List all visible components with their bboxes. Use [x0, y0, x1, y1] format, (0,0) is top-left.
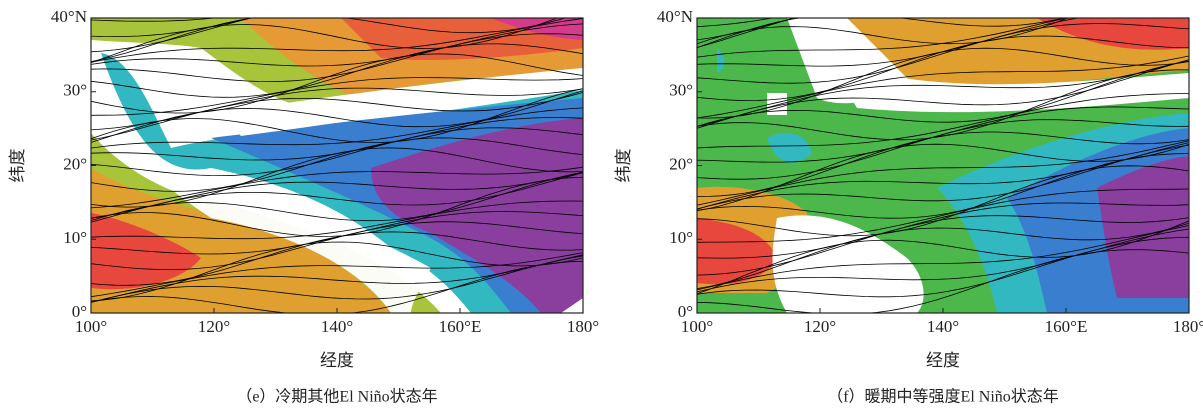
x-tick-label: 140° — [927, 317, 959, 336]
streamline — [91, 18, 253, 38]
x-tick-label: 160°E — [439, 317, 482, 336]
streamline — [697, 18, 1066, 49]
streamline — [697, 35, 1189, 102]
x-tick-label: 160°E — [1045, 317, 1088, 336]
streamline — [91, 77, 583, 116]
streamline — [697, 60, 1189, 128]
streamline — [697, 59, 1189, 127]
streamline — [91, 137, 583, 192]
streamline — [697, 249, 1189, 313]
y-axis-label: 纬度 — [8, 149, 27, 183]
x-tick-label: 180° — [1173, 317, 1203, 336]
x-tick-label: 140° — [321, 317, 353, 336]
y-tick-label: 10° — [63, 228, 87, 247]
x-tick-label: 100° — [681, 317, 713, 336]
streamline — [697, 220, 1189, 295]
y-tick-label: 20° — [63, 154, 87, 173]
streamline — [697, 131, 1189, 198]
y-tick-label: 10° — [669, 228, 693, 247]
y-tick-label: 40°N — [51, 7, 87, 26]
streamline — [91, 92, 583, 141]
streamline — [91, 171, 583, 222]
streamline — [91, 231, 583, 286]
streamline — [91, 252, 583, 298]
streamline — [91, 211, 583, 255]
streamline — [91, 166, 583, 209]
y-tick-label: 30° — [669, 81, 693, 100]
streamline — [697, 23, 1189, 84]
streamline — [91, 23, 583, 67]
streamline — [91, 43, 583, 98]
streamline — [697, 140, 1189, 206]
streamline — [91, 18, 218, 22]
map-panel — [90, 17, 584, 314]
y-tick-label: 0° — [678, 302, 693, 321]
streamline — [697, 47, 1189, 119]
streamline — [697, 222, 1189, 290]
streamline — [697, 93, 1189, 149]
streamline — [91, 200, 583, 240]
streamline — [697, 18, 796, 41]
streamline — [91, 18, 583, 63]
streamline — [91, 221, 583, 270]
y-tick-label: 30° — [63, 81, 87, 100]
x-tick-label: 120° — [198, 317, 230, 336]
x-tick-label: 180° — [567, 317, 599, 336]
streamline — [697, 225, 1189, 291]
streamline — [697, 18, 1069, 45]
streamline — [697, 202, 1189, 259]
x-tick-label: 120° — [804, 317, 836, 336]
x-tick-label: 100° — [75, 317, 107, 336]
streamline — [91, 260, 583, 313]
y-axis-label: 纬度 — [614, 149, 633, 183]
streamline — [697, 153, 1189, 219]
streamline — [91, 107, 583, 149]
streamline — [697, 55, 1189, 119]
y-tick-label: 0° — [72, 302, 87, 321]
streamline — [91, 88, 583, 143]
caption: （f）暖期中等强度El Niño状态年 — [827, 388, 1059, 406]
streamline — [697, 144, 1189, 210]
streamline — [697, 18, 1068, 58]
streamline — [91, 176, 583, 237]
caption: （e）冷期其他El Niño状态年 — [236, 388, 437, 406]
streamline — [91, 33, 583, 83]
streamline — [697, 59, 1189, 129]
streamline — [697, 18, 796, 48]
streamline — [697, 143, 1189, 212]
y-tick-label: 40°N — [657, 7, 693, 26]
x-axis-label: 经度 — [320, 351, 354, 370]
streamline — [697, 142, 1189, 210]
streamline — [91, 255, 583, 304]
streamline — [91, 127, 583, 177]
map-panel — [696, 17, 1190, 314]
streamline — [91, 18, 567, 63]
streamline — [91, 18, 559, 64]
streamline — [697, 188, 1189, 243]
streamline — [697, 119, 1189, 180]
streamline — [697, 215, 1189, 276]
x-axis-label: 经度 — [926, 351, 960, 370]
streamline — [91, 147, 583, 208]
streamline — [697, 236, 1189, 298]
y-tick-label: 20° — [669, 154, 693, 173]
